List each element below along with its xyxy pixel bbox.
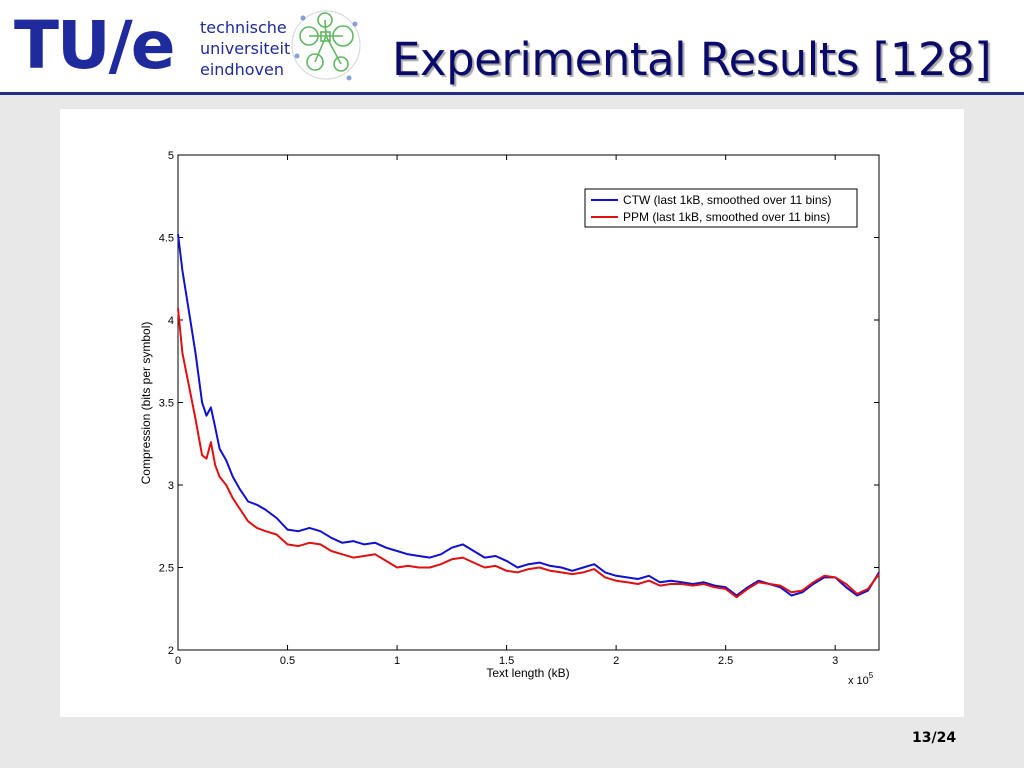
header-divider bbox=[0, 92, 1024, 95]
x-axis-multiplier: x 105 bbox=[848, 671, 874, 687]
x-axis-multiplier-base: x 10 bbox=[848, 675, 869, 687]
university-name-line-1: technische bbox=[200, 18, 287, 37]
y-tick-label: 5 bbox=[168, 150, 174, 162]
x-tick-label: 1.5 bbox=[499, 655, 514, 667]
series-line-ppm bbox=[177, 308, 880, 599]
y-tick-label: 4.5 bbox=[159, 233, 174, 245]
legend-entry-ctw: CTW (last 1kB, smoothed over 11 bins) bbox=[623, 193, 832, 207]
plot-area bbox=[177, 154, 880, 651]
y-tick-label: 4 bbox=[168, 315, 174, 327]
network-logo-icon bbox=[291, 10, 361, 81]
legend: CTW (last 1kB, smoothed over 11 bins) PP… bbox=[584, 188, 858, 228]
y-tick-label: 2 bbox=[168, 645, 174, 657]
x-tick-label: 0 bbox=[175, 655, 181, 667]
x-axis-label: Text length (kB) bbox=[486, 666, 569, 680]
x-axis-multiplier-exponent: 5 bbox=[869, 671, 874, 680]
series-lines bbox=[177, 234, 880, 599]
series-line-ctw bbox=[177, 234, 880, 597]
tue-logo: TU/e bbox=[14, 7, 175, 84]
x-tick-label: 2 bbox=[613, 655, 619, 667]
page-number: 13/24 bbox=[912, 730, 957, 746]
y-tick-label: 3.5 bbox=[159, 398, 174, 410]
university-name: technische universiteit eindhoven bbox=[200, 17, 290, 80]
x-tick-label: 3 bbox=[832, 655, 838, 667]
y-tick-label: 3 bbox=[168, 480, 174, 492]
slide-header: TU/e technische universiteit eindhoven E… bbox=[0, 0, 1024, 92]
x-tick-label: 0.5 bbox=[280, 655, 295, 667]
chart-panel: 0 0.5 1 1.5 2 2.5 3 2 2.5 3 3.5 4 4.5 5 CTW (last 1kB… bbox=[60, 109, 964, 717]
compression-chart: 0 0.5 1 1.5 2 2.5 3 2 2.5 3 3.5 4 4.5 5 CTW (last 1kB… bbox=[139, 150, 880, 687]
x-tick-label: 2.5 bbox=[718, 655, 733, 667]
slide-title: Experimental Results [128] bbox=[392, 33, 992, 86]
legend-entry-ppm: PPM (last 1kB, smoothed over 11 bins) bbox=[623, 210, 830, 224]
university-name-line-3: eindhoven bbox=[200, 60, 284, 79]
university-name-line-2: universiteit bbox=[200, 39, 291, 58]
x-tick-label: 1 bbox=[394, 655, 400, 667]
y-axis-label: Compression (bits per symbol) bbox=[139, 322, 153, 485]
y-tick-label: 2.5 bbox=[159, 563, 174, 575]
legend-box bbox=[584, 188, 858, 228]
tick-marks: 0 0.5 1 1.5 2 2.5 3 2 2.5 3 3.5 4 4.5 5 bbox=[159, 150, 879, 667]
